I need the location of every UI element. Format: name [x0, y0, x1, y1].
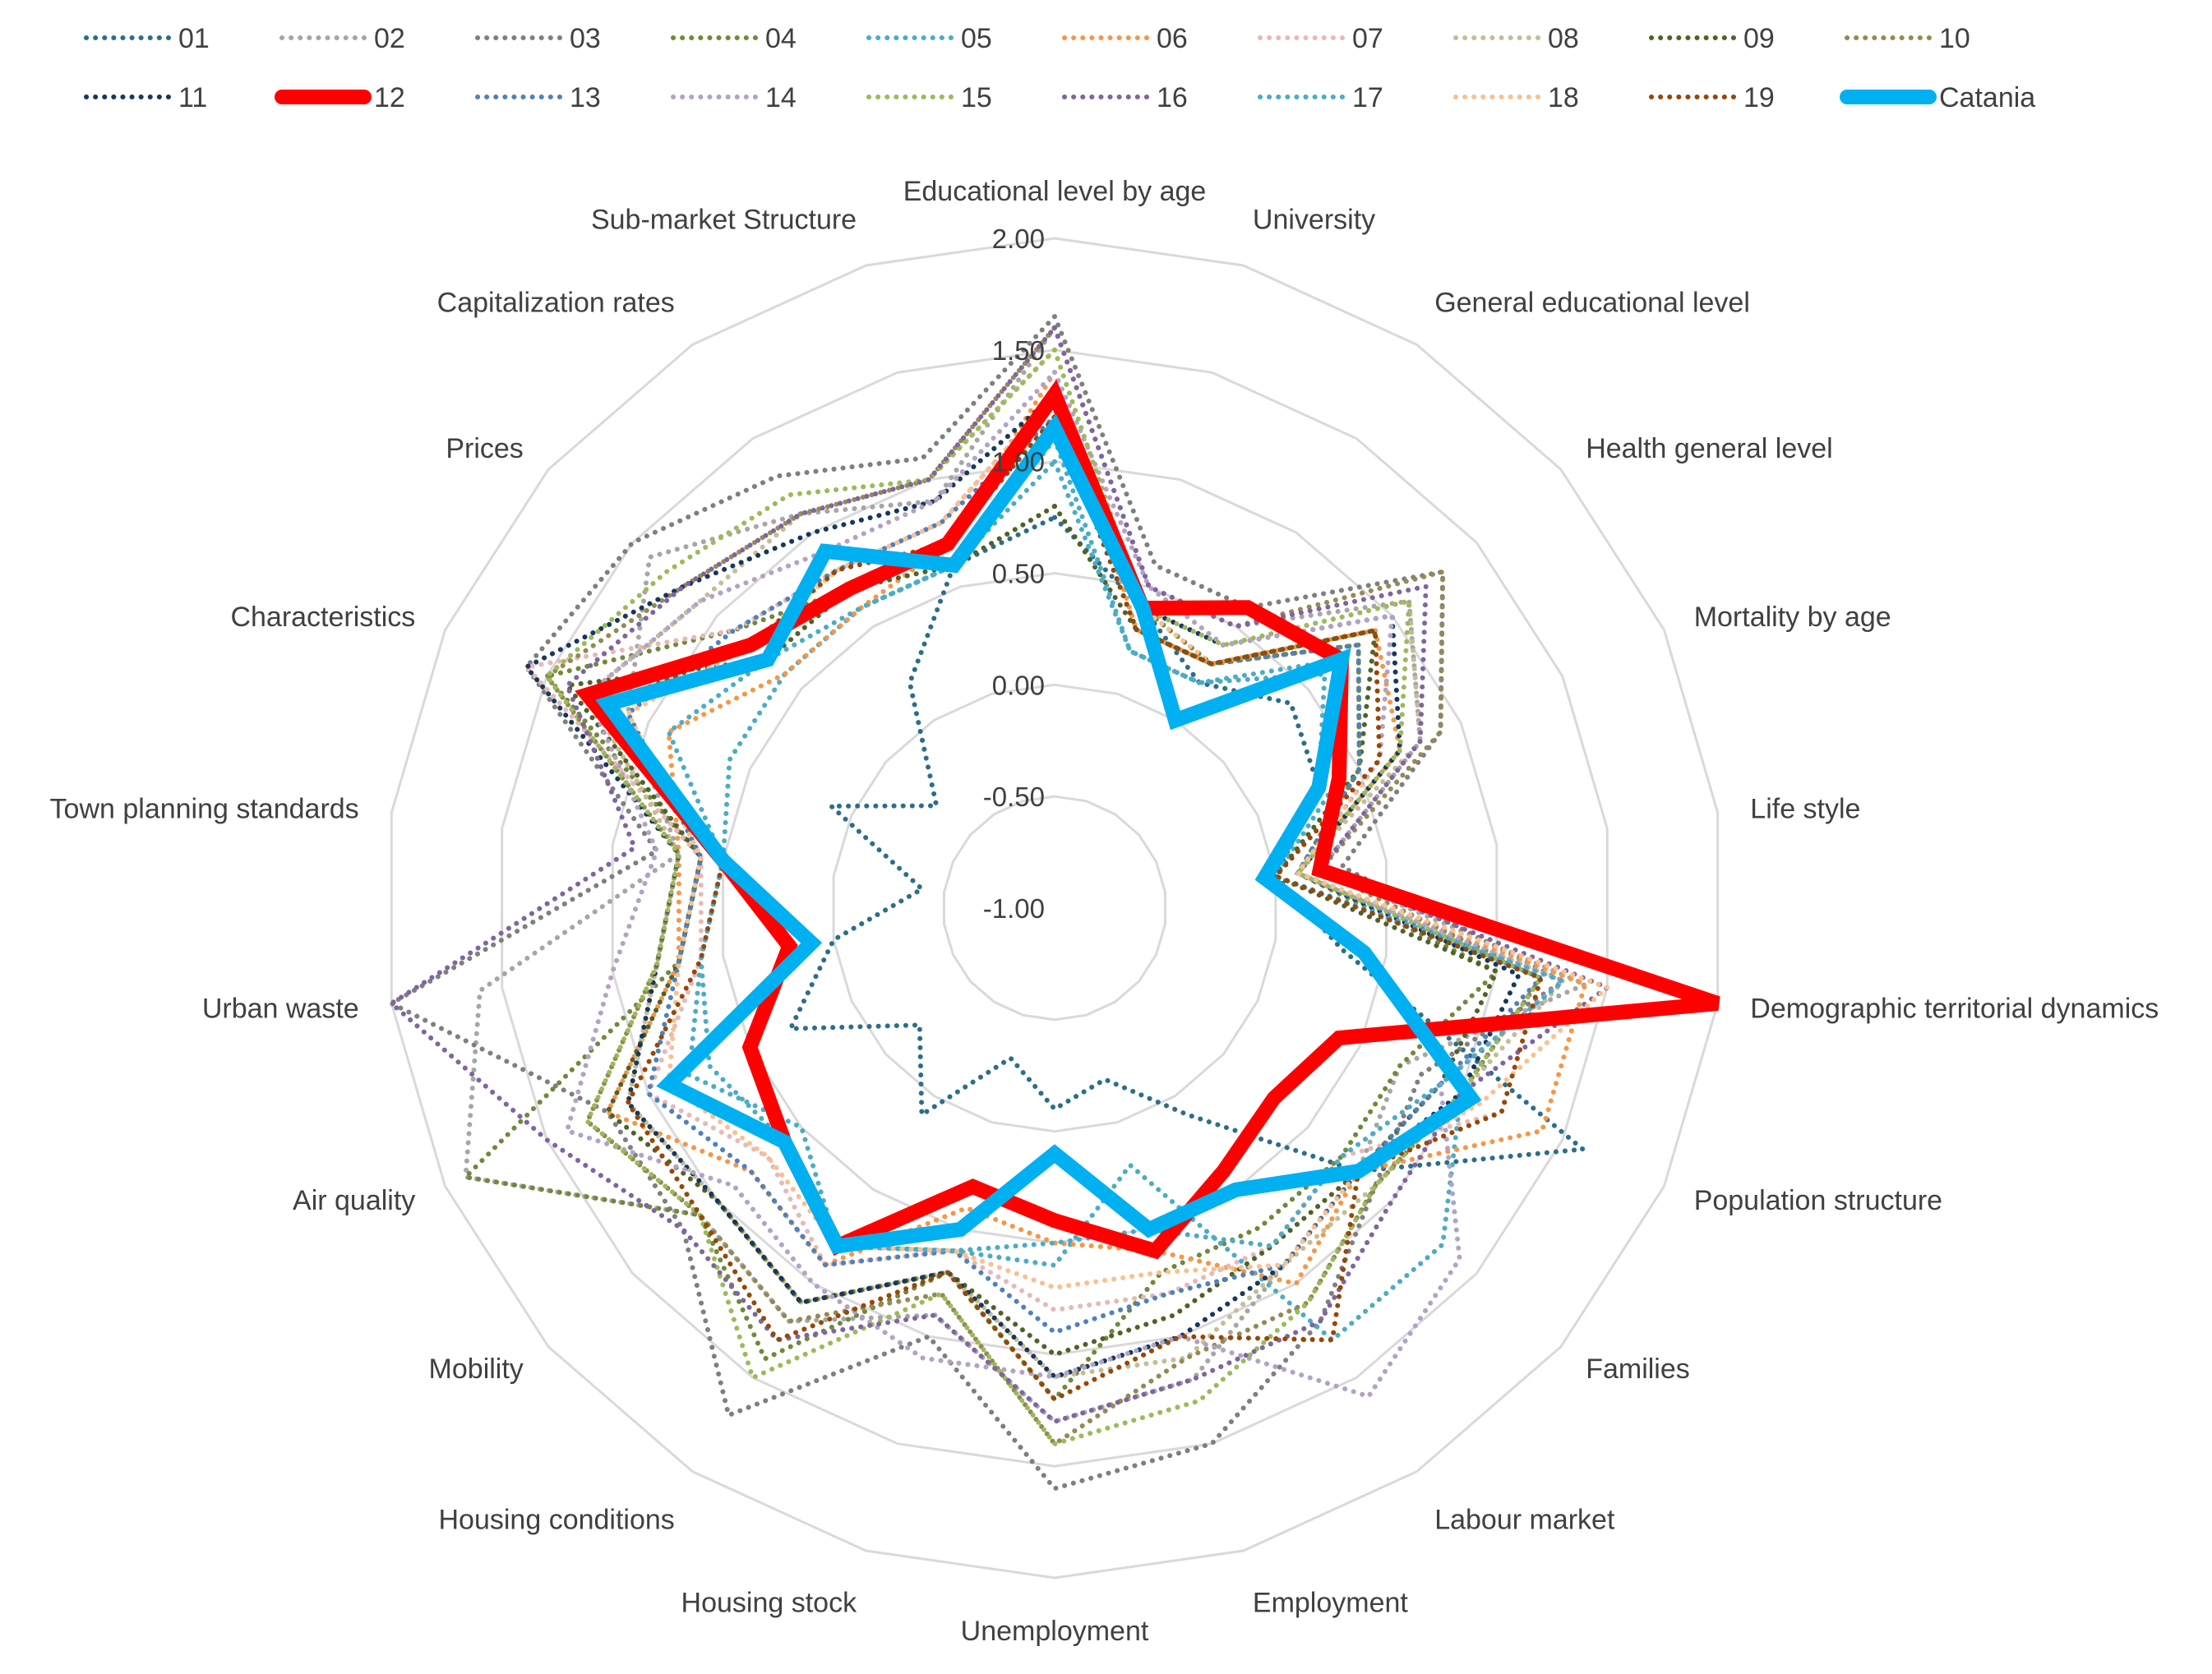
series-04	[460, 412, 1501, 1404]
legend-item-17: 17	[1258, 82, 1383, 113]
series-11	[522, 390, 1522, 1380]
legend-item-12: 12	[275, 82, 405, 113]
series-06	[604, 366, 1589, 1287]
legend-label: 01	[178, 23, 210, 54]
legend-item-08: 08	[1453, 23, 1579, 54]
legend-label: 10	[1939, 23, 1970, 54]
legend-item-11: 11	[84, 82, 207, 113]
legend-label: 06	[1157, 23, 1188, 54]
grid-ring-2	[832, 683, 1277, 1133]
legend-label: 03	[570, 23, 601, 54]
legend-item-05: 05	[866, 23, 992, 54]
series-10	[543, 322, 1545, 1448]
tick-label: 2.00	[992, 224, 1045, 254]
category-label: Characteristics	[230, 602, 415, 633]
legend-item-03: 03	[475, 23, 601, 54]
grid-ring-1	[943, 795, 1166, 1021]
series-01	[786, 514, 1589, 1174]
tick-label: 0.00	[992, 670, 1045, 700]
category-label: General educational level	[1434, 288, 1750, 319]
category-label: Demographic territorial dynamics	[1750, 994, 2159, 1025]
category-label: University	[1253, 205, 1375, 236]
category-labels: Educational level by age University Genera…	[50, 176, 2159, 1647]
legend-item-18: 18	[1453, 82, 1579, 113]
category-label: Labour market	[1434, 1504, 1615, 1535]
tick-label: 0.50	[992, 559, 1045, 589]
legend-item-16: 16	[1062, 82, 1188, 113]
legend-label: 18	[1548, 82, 1579, 113]
legend-label: 19	[1743, 82, 1775, 113]
category-label: Employment	[1253, 1587, 1409, 1618]
grid-ring-5	[501, 348, 1609, 1468]
legend-item-Catania: Catania	[1840, 82, 2035, 113]
series-19	[603, 412, 1545, 1403]
grid-ring-6	[390, 237, 1720, 1579]
tick-label: -0.50	[983, 782, 1045, 812]
category-label: Educational level by age	[903, 176, 1207, 207]
series-14	[564, 367, 1568, 1400]
legend-item-06: 06	[1062, 23, 1188, 54]
tick-label: 1.00	[992, 447, 1045, 477]
legend-item-07: 07	[1258, 23, 1383, 54]
series-16	[387, 322, 1613, 1425]
legend-label: 09	[1743, 23, 1775, 54]
tick-labels: -1.00 -0.50 0.00 0.50 1.00 1.50 2.00	[983, 224, 1045, 924]
legend-label: 15	[961, 82, 992, 113]
legend-item-09: 09	[1649, 23, 1775, 54]
legend-item-01: 01	[84, 23, 210, 54]
category-label: Prices	[446, 433, 523, 464]
series-layer	[386, 311, 1720, 1492]
tick-label: -1.00	[983, 893, 1045, 924]
series-Catania	[595, 413, 1482, 1255]
category-label: Population structure	[1694, 1185, 1942, 1216]
legend-label: 11	[178, 82, 207, 113]
legend-item-14: 14	[671, 82, 797, 113]
legend-label: 12	[374, 82, 405, 113]
category-label: Urban waste	[202, 994, 359, 1025]
category-label: Housing stock	[681, 1587, 858, 1618]
legend-label: 07	[1352, 23, 1383, 54]
category-label: Families	[1586, 1353, 1690, 1385]
category-label: Mobility	[429, 1353, 524, 1385]
legend-item-13: 13	[475, 82, 601, 113]
category-label: Life style	[1750, 793, 1860, 824]
category-label: Sub-market Structure	[591, 205, 857, 236]
category-label: Mortality by age	[1694, 602, 1891, 633]
series-15	[543, 345, 1545, 1447]
legend-label: Catania	[1939, 82, 2035, 113]
legend: 01 02 03 04 05 06 07 08 09 10 11 12 13 14 15 16 17 18 19 Ca…	[84, 23, 2035, 113]
legend-label: 08	[1548, 23, 1579, 54]
legend-item-15: 15	[866, 82, 992, 113]
category-label: Town planning standards	[50, 793, 359, 824]
category-label: Health general level	[1586, 433, 1833, 464]
legend-label: 16	[1157, 82, 1188, 113]
legend-label: 13	[570, 82, 601, 113]
category-label: Housing conditions	[439, 1504, 675, 1535]
legend-item-04: 04	[671, 23, 797, 54]
legend-label: 02	[374, 23, 405, 54]
legend-item-10: 10	[1845, 23, 1970, 54]
series-12	[575, 379, 1720, 1260]
legend-item-02: 02	[279, 23, 405, 54]
category-label: Unemployment	[961, 1616, 1149, 1647]
legend-item-19: 19	[1649, 82, 1775, 113]
legend-label: 17	[1352, 82, 1383, 113]
tick-label: 1.50	[992, 335, 1045, 366]
legend-label: 04	[765, 23, 797, 54]
legend-label: 14	[765, 82, 797, 113]
legend-label: 05	[961, 23, 992, 54]
series-05	[686, 434, 1545, 1344]
category-label: Capitalization rates	[437, 288, 675, 319]
category-label: Air quality	[293, 1185, 415, 1216]
